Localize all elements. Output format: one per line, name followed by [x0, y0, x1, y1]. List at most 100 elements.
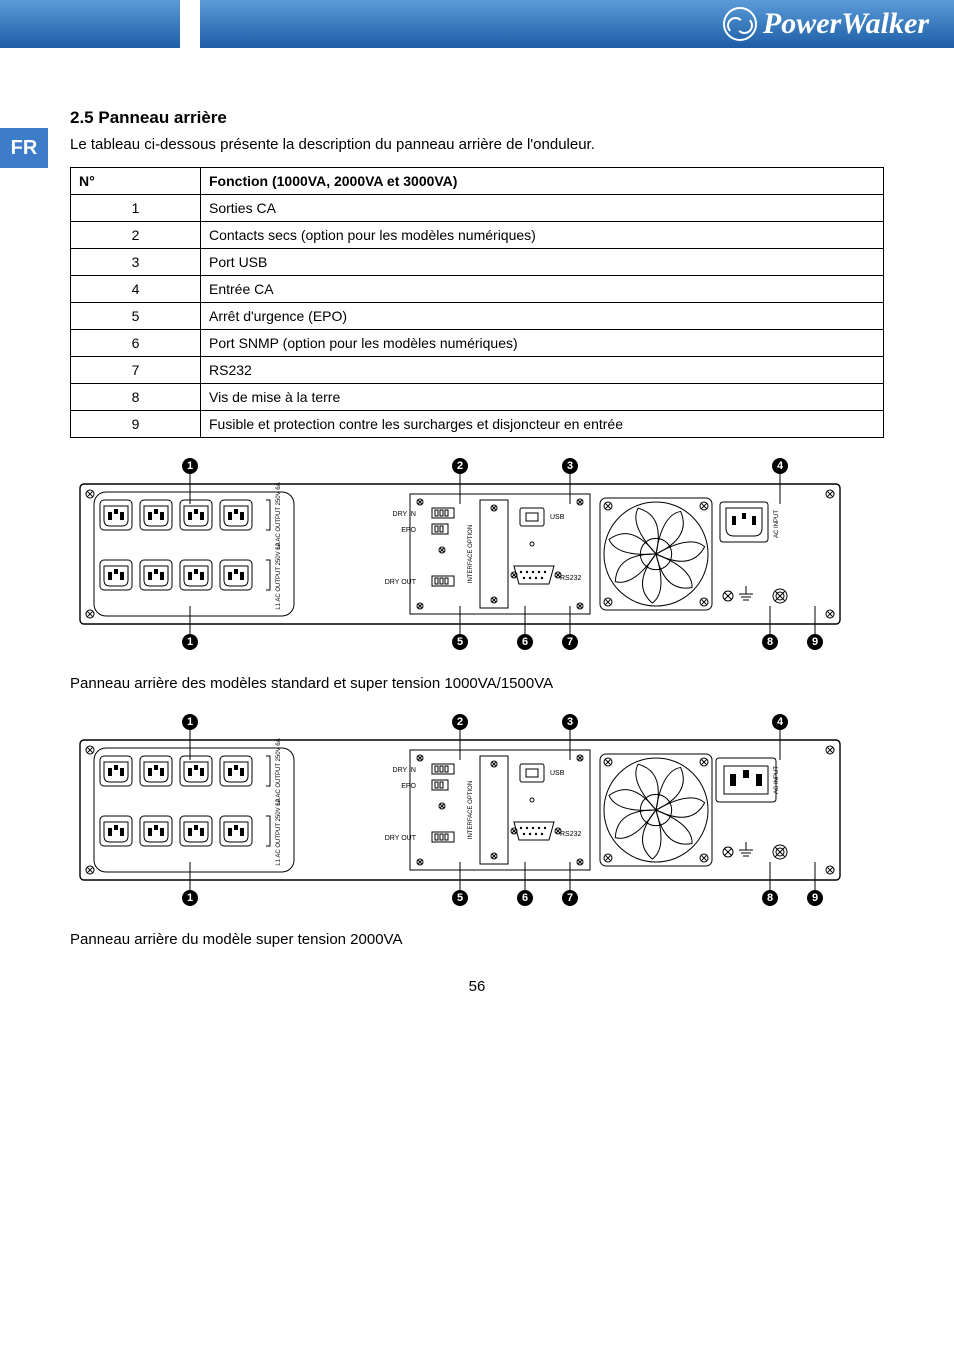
table-cell-func: Entrée CA: [201, 276, 884, 303]
callout-marker-1: 1: [182, 714, 198, 730]
table-row: 9Fusible et protection contre les surcha…: [71, 411, 884, 438]
svg-text:8: 8: [767, 892, 773, 904]
page-content: 2.5 Panneau arrière Le tableau ci-dessou…: [0, 48, 954, 1025]
brand-logo: PowerWalker: [723, 7, 929, 41]
page-number: 56: [70, 978, 884, 995]
table-header-row: N° Fonction (1000VA, 2000VA et 3000VA): [71, 168, 884, 195]
svg-text:2: 2: [457, 460, 463, 472]
table-header-num: N°: [71, 168, 201, 195]
callout-marker-4: 4: [772, 458, 788, 474]
diagram-caption: Panneau arrière du modèle super tension …: [70, 931, 884, 948]
section-title: 2.5 Panneau arrière: [70, 108, 884, 128]
svg-text:L2 AC OUTPUT 250V 6A: L2 AC OUTPUT 250V 6A: [276, 738, 282, 805]
table-cell-func: Contacts secs (option pour les modèles n…: [201, 222, 884, 249]
callout-marker-1: 1: [182, 458, 198, 474]
rear-panel-table: N° Fonction (1000VA, 2000VA et 3000VA) 1…: [70, 167, 884, 438]
callout-marker-9: 9: [807, 634, 823, 650]
table-row: 4Entrée CA: [71, 276, 884, 303]
callout-marker-2: 2: [452, 714, 468, 730]
table-cell-num: 2: [71, 222, 201, 249]
svg-text:USB: USB: [550, 770, 565, 777]
svg-text:1: 1: [187, 636, 193, 648]
table-cell-num: 8: [71, 384, 201, 411]
svg-text:6: 6: [522, 892, 528, 904]
callout-marker-8: 8: [762, 890, 778, 906]
svg-text:DRY IN: DRY IN: [393, 767, 416, 774]
table-cell-num: 7: [71, 357, 201, 384]
table-row: 6Port SNMP (option pour les modèles numé…: [71, 330, 884, 357]
header-bar: PowerWalker: [0, 0, 954, 48]
svg-text:1: 1: [187, 716, 193, 728]
callout-marker-8: 8: [762, 634, 778, 650]
svg-text:RS232: RS232: [560, 575, 582, 582]
table-cell-func: Sorties CA: [201, 195, 884, 222]
table-row: 3Port USB: [71, 249, 884, 276]
svg-text:DRY IN: DRY IN: [393, 511, 416, 518]
svg-text:9: 9: [812, 892, 818, 904]
table-cell-num: 4: [71, 276, 201, 303]
table-cell-func: Fusible et protection contre les surchar…: [201, 411, 884, 438]
table-row: 5Arrêt d'urgence (EPO): [71, 303, 884, 330]
table-cell-num: 3: [71, 249, 201, 276]
svg-text:5: 5: [457, 892, 463, 904]
table-row: 7RS232: [71, 357, 884, 384]
header-seg-left: [0, 0, 180, 48]
svg-text:EPO: EPO: [401, 527, 416, 534]
svg-text:DRY OUT: DRY OUT: [385, 579, 417, 586]
table-cell-func: Port USB: [201, 249, 884, 276]
table-cell-func: Vis de mise à la terre: [201, 384, 884, 411]
svg-text:AC INPUT: AC INPUT: [774, 766, 780, 794]
svg-text:RS232: RS232: [560, 831, 582, 838]
svg-text:1: 1: [187, 460, 193, 472]
diagram-block: L2 AC OUTPUT 250V 6A: [70, 712, 884, 913]
svg-text:1: 1: [187, 892, 193, 904]
svg-text:AC INPUT: AC INPUT: [774, 510, 780, 538]
table-row: 1Sorties CA: [71, 195, 884, 222]
table-row: 2Contacts secs (option pour les modèles …: [71, 222, 884, 249]
table-cell-func: Port SNMP (option pour les modèles numér…: [201, 330, 884, 357]
svg-text:INTERFACE OPTION: INTERFACE OPTION: [468, 525, 474, 583]
table-row: 8Vis de mise à la terre: [71, 384, 884, 411]
callout-marker-7: 7: [562, 634, 578, 650]
svg-text:DRY OUT: DRY OUT: [385, 835, 417, 842]
table-cell-num: 9: [71, 411, 201, 438]
callout-marker-9: 9: [807, 890, 823, 906]
table-cell-num: 1: [71, 195, 201, 222]
svg-text:L1 AC OUTPUT 250V 6A: L1 AC OUTPUT 250V 6A: [276, 542, 282, 609]
callout-marker-3: 3: [562, 714, 578, 730]
callout-marker-3: 3: [562, 458, 578, 474]
callout-marker-5: 5: [452, 634, 468, 650]
svg-text:L1 AC OUTPUT 250V 6A: L1 AC OUTPUT 250V 6A: [276, 798, 282, 865]
svg-text:INTERFACE OPTION: INTERFACE OPTION: [468, 781, 474, 839]
callout-marker-6: 6: [517, 634, 533, 650]
svg-text:2: 2: [457, 716, 463, 728]
svg-text:8: 8: [767, 636, 773, 648]
svg-text:7: 7: [567, 892, 573, 904]
rear-panel-diagram: L2 AC OUTPUT 250V 6A: [70, 712, 850, 908]
table-cell-func: RS232: [201, 357, 884, 384]
header-gap: [180, 0, 200, 48]
svg-text:3: 3: [567, 716, 573, 728]
callout-marker-6: 6: [517, 890, 533, 906]
svg-text:6: 6: [522, 636, 528, 648]
svg-text:3: 3: [567, 460, 573, 472]
callout-marker-4: 4: [772, 714, 788, 730]
header-seg-right: PowerWalker: [200, 0, 954, 48]
svg-text:L2 AC OUTPUT 250V 6A: L2 AC OUTPUT 250V 6A: [276, 482, 282, 549]
callout-marker-5: 5: [452, 890, 468, 906]
table-header-func: Fonction (1000VA, 2000VA et 3000VA): [201, 168, 884, 195]
table-cell-num: 6: [71, 330, 201, 357]
svg-text:4: 4: [777, 716, 784, 728]
rear-panel-diagram: L2 AC OUTPUT 250V 6A: [70, 456, 850, 652]
svg-text:9: 9: [812, 636, 818, 648]
brand-name: PowerWalker: [763, 7, 929, 41]
section-intro: Le tableau ci-dessous présente la descri…: [70, 136, 884, 153]
svg-text:7: 7: [567, 636, 573, 648]
svg-text:4: 4: [777, 460, 784, 472]
svg-text:EPO: EPO: [401, 783, 416, 790]
diagram-caption: Panneau arrière des modèles standard et …: [70, 675, 884, 692]
svg-text:USB: USB: [550, 514, 565, 521]
callout-marker-1: 1: [182, 890, 198, 906]
callout-marker-7: 7: [562, 890, 578, 906]
brand-logo-icon: [723, 7, 757, 41]
